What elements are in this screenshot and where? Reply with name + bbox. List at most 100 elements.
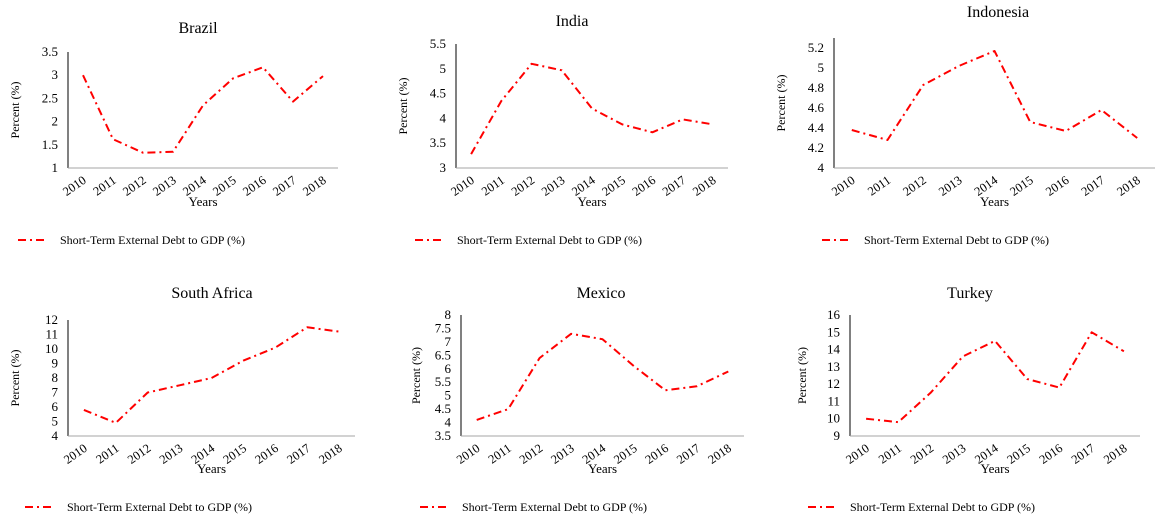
- x-tick-label: 2012: [517, 441, 546, 467]
- data-point: [83, 409, 85, 411]
- x-tick-label: 2013: [936, 173, 965, 199]
- x-axis-label: Years: [588, 461, 617, 476]
- y-axis-label: Percent (%): [795, 347, 809, 404]
- data-point: [1091, 331, 1093, 333]
- x-tick-label: 2017: [284, 441, 313, 467]
- y-tick-label: 9: [52, 356, 59, 371]
- x-tick-label: 2016: [630, 173, 659, 199]
- chart-title: Indonesia: [967, 4, 1029, 21]
- data-point: [531, 63, 533, 65]
- data-point: [306, 326, 308, 328]
- data-point: [1065, 130, 1067, 132]
- x-tick-label: 2015: [1007, 173, 1036, 199]
- data-point: [962, 355, 964, 357]
- y-tick-label: 3.5: [435, 428, 451, 443]
- data-point: [179, 384, 181, 386]
- data-point: [1029, 121, 1031, 123]
- x-tick-label: 2010: [454, 441, 483, 467]
- data-point: [539, 357, 541, 359]
- data-point: [897, 421, 899, 423]
- data-point: [570, 333, 572, 335]
- x-tick-label: 2013: [940, 441, 969, 467]
- y-tick-label: 5: [445, 388, 452, 403]
- series-line: [476, 332, 729, 421]
- data-point: [887, 139, 889, 141]
- y-tick-label: 8: [52, 370, 59, 385]
- x-tick-label: 2011: [876, 441, 904, 467]
- y-axis-label: Percent (%): [8, 82, 22, 139]
- y-tick-label: 16: [827, 307, 841, 322]
- y-tick-label: 1.5: [42, 137, 58, 152]
- y-axis-label: Percent (%): [396, 78, 410, 135]
- y-tick-label: 4.5: [435, 401, 451, 416]
- data-point: [147, 392, 149, 394]
- y-tick-label: 4.5: [430, 86, 446, 101]
- data-point: [727, 370, 729, 372]
- x-tick-label: 2010: [843, 441, 872, 467]
- data-point: [1136, 137, 1138, 139]
- data-point: [211, 377, 213, 379]
- y-tick-label: 7: [52, 385, 59, 400]
- data-point: [322, 75, 324, 77]
- y-tick-label: 4: [440, 110, 447, 125]
- y-tick-label: 8: [445, 307, 452, 322]
- y-tick-label: 7.5: [435, 320, 451, 335]
- data-point: [338, 331, 340, 333]
- data-point: [500, 100, 502, 102]
- data-point: [561, 69, 563, 71]
- legend-label: Short-Term External Debt to GDP (%): [462, 500, 647, 514]
- y-tick-label: 9: [834, 428, 841, 443]
- x-tick-label: 2018: [1101, 441, 1130, 467]
- y-tick-label: 7: [445, 334, 452, 349]
- x-tick-label: 2016: [1043, 173, 1072, 199]
- data-point: [242, 360, 244, 362]
- x-tick-label: 2010: [829, 173, 858, 199]
- legend-label: Short-Term External Debt to GDP (%): [864, 233, 1049, 247]
- x-tick-label: 2011: [93, 441, 121, 467]
- y-tick-label: 4.2: [808, 140, 824, 155]
- x-tick-label: 2010: [61, 441, 90, 467]
- data-point: [1058, 387, 1060, 389]
- x-axis-label: Years: [980, 461, 1009, 476]
- data-point: [651, 131, 653, 133]
- series-line: [83, 326, 340, 424]
- x-axis-label: Years: [188, 194, 217, 209]
- data-point: [621, 123, 623, 125]
- x-tick-label: 2010: [448, 173, 477, 199]
- y-tick-label: 11: [827, 393, 840, 408]
- x-tick-label: 2011: [479, 173, 507, 199]
- data-point: [958, 65, 960, 67]
- data-point: [633, 365, 635, 367]
- x-tick-label: 2013: [548, 441, 577, 467]
- x-tick-label: 2018: [300, 173, 329, 199]
- y-tick-label: 3: [52, 67, 59, 82]
- data-point: [112, 138, 114, 140]
- y-tick-label: 2.5: [42, 90, 58, 105]
- y-tick-label: 4: [52, 428, 59, 443]
- y-tick-label: 6: [52, 399, 59, 414]
- data-point: [994, 50, 996, 52]
- y-tick-label: 4: [818, 160, 825, 175]
- y-tick-label: 4.4: [808, 120, 825, 135]
- x-tick-label: 2016: [240, 173, 269, 199]
- y-tick-label: 5: [52, 414, 59, 429]
- chart-title: Mexico: [577, 285, 626, 302]
- y-tick-label: 3: [440, 160, 447, 175]
- x-tick-label: 2012: [908, 441, 937, 467]
- y-axis-label: Percent (%): [774, 75, 788, 132]
- y-tick-label: 1: [52, 160, 59, 175]
- data-point: [591, 107, 593, 109]
- y-tick-label: 12: [827, 376, 840, 391]
- y-tick-label: 5.5: [430, 36, 446, 51]
- x-tick-label: 2016: [643, 441, 672, 467]
- data-point: [470, 153, 472, 155]
- data-point: [682, 118, 684, 120]
- data-point: [507, 408, 509, 410]
- chart-panel: Indonesia 4 4.2 4.4 4.6 4.8 5 5.2 2010 2011 2012 20…: [774, 4, 1155, 247]
- chart-title: South Africa: [171, 285, 252, 302]
- chart-title: Brazil: [178, 20, 218, 37]
- x-tick-label: 2012: [125, 441, 154, 467]
